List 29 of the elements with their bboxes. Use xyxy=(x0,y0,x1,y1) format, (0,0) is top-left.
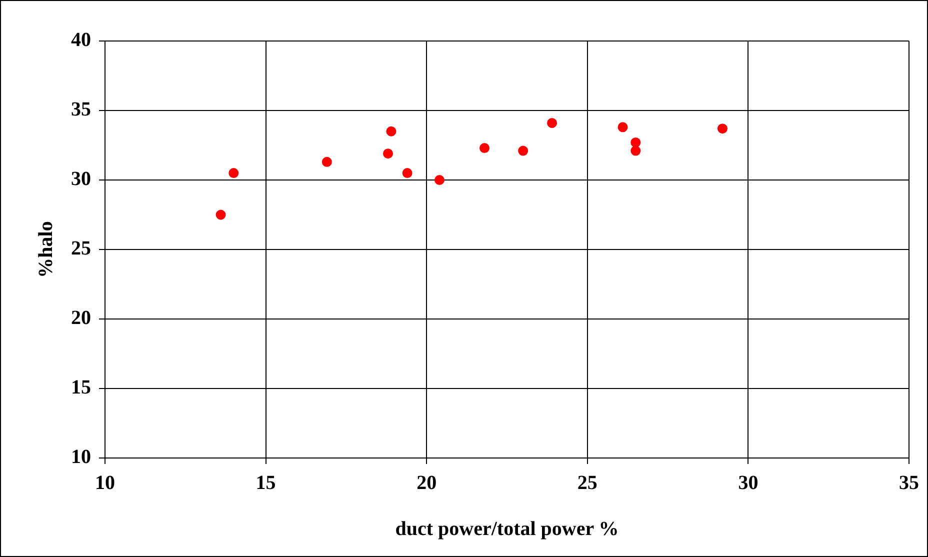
y-tick-label: 15 xyxy=(71,376,91,399)
y-tick-label: 30 xyxy=(71,168,91,190)
point xyxy=(322,156,332,167)
point xyxy=(386,126,396,136)
point xyxy=(402,168,412,178)
point xyxy=(383,148,394,159)
y-tick-label: 40 xyxy=(71,29,91,52)
x-tick-label: 20 xyxy=(416,472,437,494)
point xyxy=(547,118,558,128)
point xyxy=(630,137,641,148)
point xyxy=(479,143,490,154)
x-tick-label: 10 xyxy=(95,472,115,494)
x-tick-label: 35 xyxy=(899,472,919,494)
x-axis-title: duct power/total power % xyxy=(395,518,619,540)
x-tick-label: 30 xyxy=(738,472,758,494)
point xyxy=(434,175,444,185)
y-axis-title: %halo xyxy=(35,221,58,278)
y-tick-label: 20 xyxy=(71,307,91,330)
y-tick-label: 10 xyxy=(71,446,91,468)
point xyxy=(518,146,528,156)
point xyxy=(216,210,226,220)
point xyxy=(630,146,641,156)
y-tick-label: 35 xyxy=(71,98,91,121)
point xyxy=(618,122,628,132)
y-tick-label: 25 xyxy=(71,238,91,260)
point xyxy=(228,168,239,178)
x-tick-label: 25 xyxy=(577,472,598,494)
x-tick-label: 15 xyxy=(256,472,276,494)
point xyxy=(717,124,728,134)
